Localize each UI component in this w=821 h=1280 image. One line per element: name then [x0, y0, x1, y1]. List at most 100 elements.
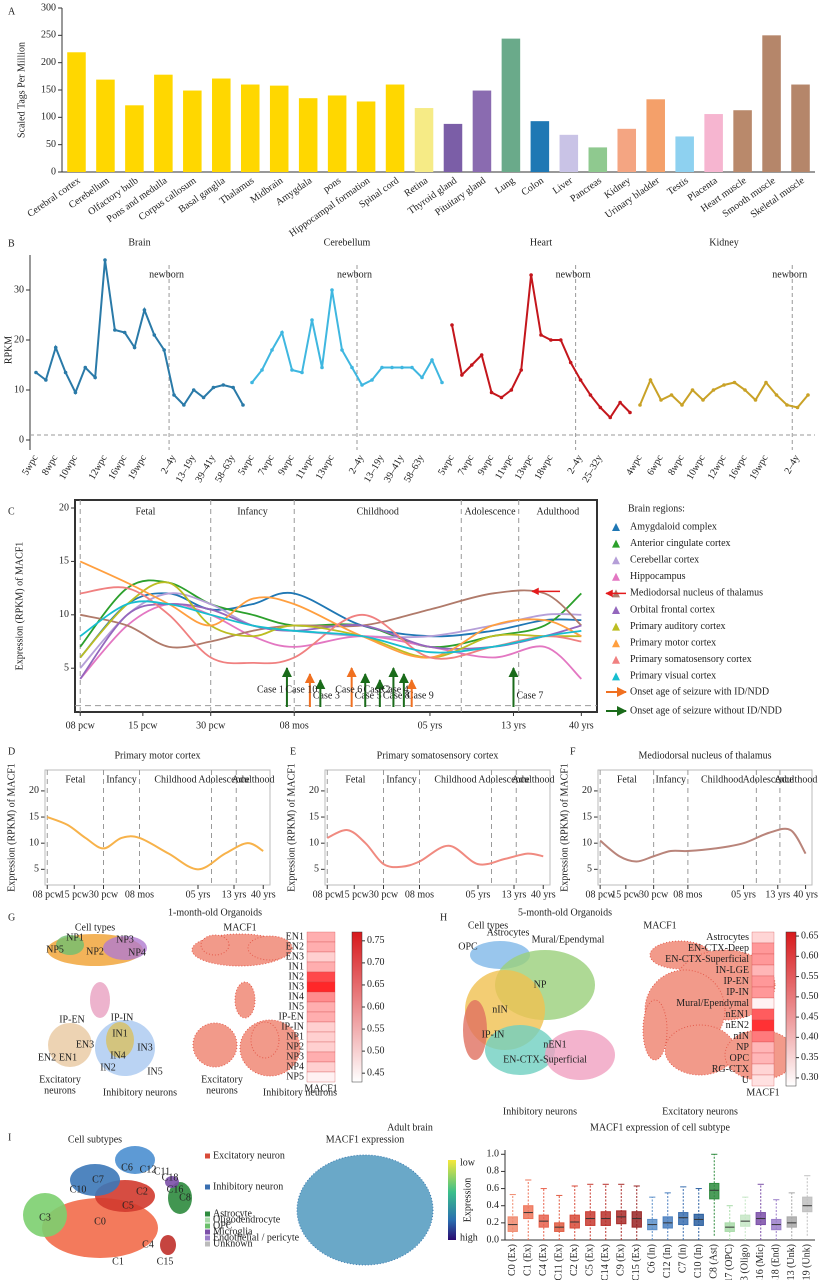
bar: [559, 134, 579, 172]
x-tick-label: 16wpc: [727, 453, 750, 482]
heat-cell: [306, 951, 336, 963]
bar: [646, 99, 665, 172]
y-tick-label: 100: [41, 112, 56, 123]
point: [764, 380, 768, 385]
colorbar-label: 0.50: [367, 1045, 385, 1056]
x-tick-label: 2–4y: [159, 453, 179, 476]
point: [795, 405, 800, 410]
colorbar: [351, 931, 363, 1083]
umap-cluster: [165, 1176, 179, 1188]
heat-cell: [751, 1030, 775, 1043]
point: [519, 368, 524, 372]
row-label: EN2: [286, 941, 304, 952]
period-label: Childhood: [434, 774, 476, 785]
row-label: IP-EN: [278, 1011, 304, 1022]
x-tick-label: 10wpc: [57, 453, 80, 482]
x-tick-label: C8 (Ast): [709, 1244, 720, 1279]
group-title: Cerebellum: [324, 237, 371, 248]
umap-expression: [250, 1021, 280, 1059]
suptitle: Adult brain: [387, 1122, 433, 1133]
period-label: Adulthood: [775, 774, 818, 785]
point: [231, 385, 235, 390]
legend-label: Endothelial / pericyte: [213, 1232, 300, 1243]
subtitle: Cell subtypes: [68, 1134, 122, 1145]
umap-cluster: [545, 1030, 615, 1080]
y-tick-label: 20: [309, 785, 319, 796]
cluster-label: C4: [142, 1239, 154, 1250]
group-label: Inhibitory neurons: [103, 1087, 177, 1098]
annotation: newborn: [772, 269, 807, 280]
plot-frame: [597, 769, 813, 886]
colorbar-label: 0.30: [801, 1072, 819, 1083]
cluster-label: NP3: [116, 934, 134, 945]
heat-cell: [306, 1051, 336, 1063]
row-label: IP-IN: [726, 987, 749, 998]
legend-label: OPC: [213, 1220, 233, 1231]
cluster-label: IN5: [147, 1066, 163, 1077]
group-label: Inhibitory neurons: [263, 1087, 337, 1098]
subtitle: MACF1: [643, 920, 676, 931]
bar: [414, 108, 434, 172]
cluster-label: C0: [94, 1216, 106, 1227]
row-label: NP1: [286, 1031, 304, 1042]
legend-label: Primary somatosensory cortex: [630, 654, 752, 665]
point: [711, 388, 716, 392]
subtitle: MACF1: [223, 922, 256, 933]
x-tick-label: 05 yrs: [418, 720, 443, 731]
y-tick-label: 5: [64, 663, 69, 674]
x-tick-label: 08 pcw: [313, 889, 343, 900]
legend-marker: [612, 523, 620, 531]
point: [93, 375, 97, 380]
heat-cell: [751, 975, 775, 988]
y-axis-title: Scaled Tags Per Million: [16, 42, 27, 138]
x-tick-label: 5wpc: [436, 453, 457, 478]
y-tick-label: 250: [41, 30, 56, 41]
x-tick-label: 7wpc: [456, 453, 477, 478]
cluster-label: C6: [121, 1162, 133, 1173]
heat-cell: [751, 964, 775, 977]
point: [743, 388, 747, 392]
legend-label: Cerebellar cortex: [630, 554, 699, 565]
point: [785, 403, 789, 407]
point: [211, 385, 216, 390]
case-label: Case 6: [335, 684, 362, 695]
panel-letter: F: [570, 746, 576, 757]
case-label: Case 4: [382, 684, 409, 695]
x-tick-label: 10wpc: [685, 453, 708, 482]
bar: [472, 90, 492, 172]
case-label: Case 5: [355, 690, 382, 701]
cluster-label: IN1: [112, 1028, 128, 1039]
heat-cell: [306, 1061, 336, 1073]
y-tick-label: 15: [59, 556, 69, 567]
row-label: EN1: [286, 931, 304, 942]
point: [440, 380, 444, 385]
x-tick-label: C4 (Ex): [538, 1244, 549, 1276]
x-tick-label: 40 yrs: [569, 720, 594, 731]
heat-cell: [306, 961, 336, 973]
period-label: Adulthood: [232, 774, 275, 785]
line: [35, 259, 244, 407]
colorbar-title: Expression: [462, 1178, 473, 1222]
colorbar-label: 0.50: [801, 991, 819, 1002]
point: [509, 388, 514, 392]
bar: [154, 74, 173, 172]
point: [608, 415, 613, 420]
period-label: Childhood: [701, 774, 743, 785]
point: [690, 388, 695, 392]
point: [310, 318, 314, 322]
umap-cluster: [23, 1193, 67, 1237]
y-tick-label: 0: [19, 434, 24, 445]
line: [79, 560, 582, 659]
legend-label: Hippocampus: [630, 571, 686, 582]
x-tick-label: 13wpc: [314, 453, 337, 482]
cluster-label: C3: [39, 1212, 51, 1223]
point: [539, 333, 543, 337]
chart-title: MACF1 expression of cell subtype: [590, 1122, 731, 1133]
bar: [269, 85, 289, 172]
point: [753, 398, 758, 402]
legend-label: Mediodorsal nucleus of thalamus: [630, 588, 763, 599]
box: [631, 1211, 642, 1228]
umap-cluster: [48, 1023, 92, 1067]
umap-cluster: [160, 1235, 176, 1255]
case-label: Case 2: [363, 684, 390, 695]
